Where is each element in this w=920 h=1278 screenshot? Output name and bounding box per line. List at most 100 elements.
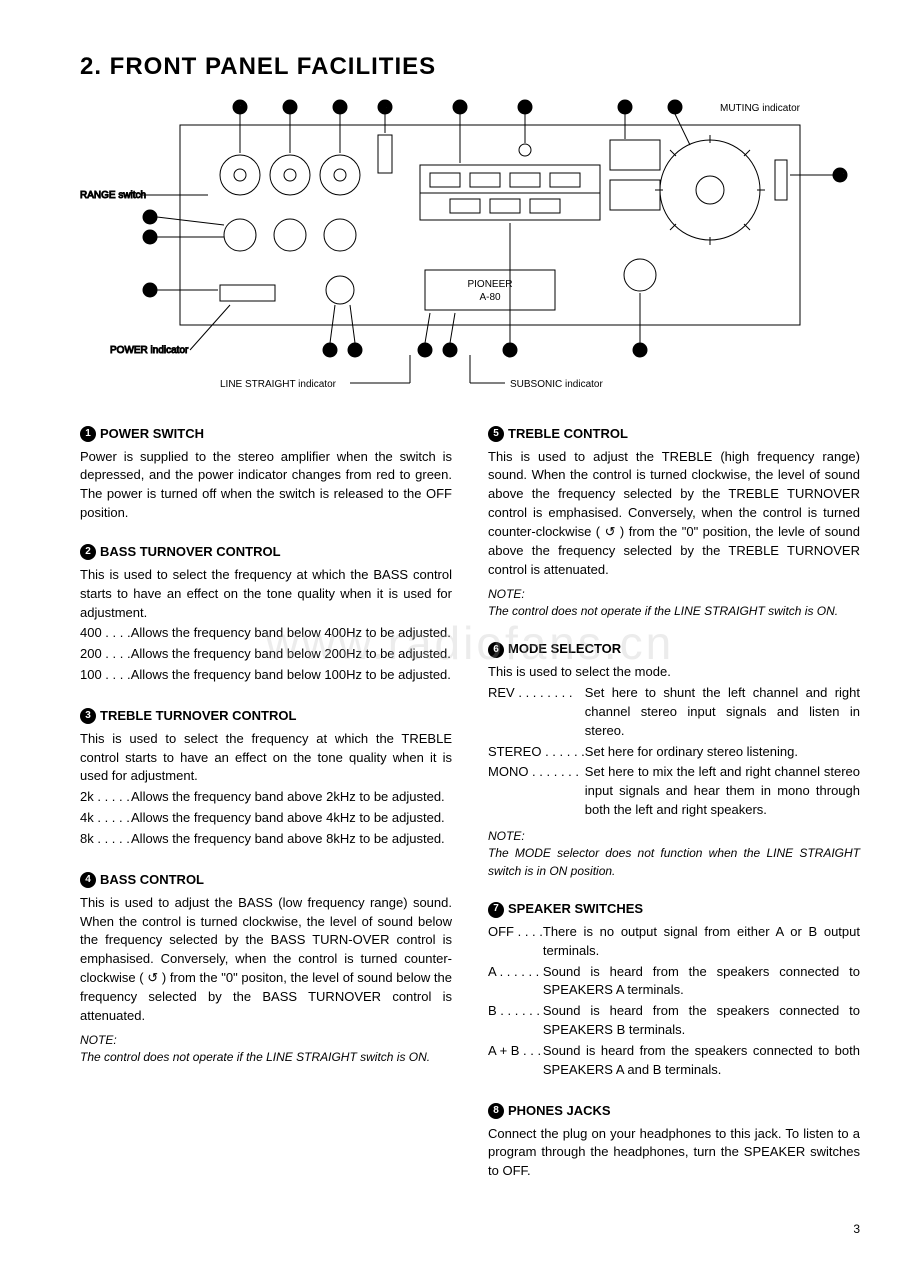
svg-text:10: 10: [455, 103, 465, 113]
section-title: SPEAKER SWITCHES: [508, 900, 643, 919]
label-power-indicator: POWER indicator: [110, 345, 189, 356]
table-row: 100 . . . .Allows the frequency band bel…: [80, 666, 452, 687]
section-heading: 5TREBLE CONTROL: [488, 425, 860, 444]
option-value: Set here for ordinary stereo listening.: [585, 743, 860, 764]
table-row: MONO . . . . . . .Set here to mix the le…: [488, 763, 860, 822]
option-value: Allows the frequency band above 4kHz to …: [131, 809, 452, 830]
section-8: 8PHONES JACKS Connect the plug on your he…: [488, 1102, 860, 1181]
page-number: 3: [80, 1221, 860, 1238]
options-table: REV . . . . . . . .Set here to shunt the…: [488, 684, 860, 822]
left-column: 1POWER SWITCHPower is supplied to the st…: [80, 425, 452, 1201]
section-3: 3TREBLE TURNOVER CONTROLThis is used to …: [80, 707, 452, 851]
svg-text:6: 6: [337, 103, 342, 113]
section-7: 7SPEAKER SWITCHES OFF . . . .There is no …: [488, 900, 860, 1082]
section-heading: 6MODE SELECTOR: [488, 640, 860, 659]
svg-text:17: 17: [505, 346, 515, 356]
table-row: B . . . . . .Sound is heard from the spe…: [488, 1002, 860, 1042]
section-6: 6MODE SELECTOR This is used to select the…: [488, 640, 860, 880]
section-title: PHONES JACKS: [508, 1102, 611, 1121]
section-body: Connect the plug on your headphones to t…: [488, 1125, 860, 1182]
section-heading: 7SPEAKER SWITCHES: [488, 900, 860, 919]
front-panel-diagram: PIONEER A-80 RANGE switch 3 2 1 4 5 6 9 …: [80, 95, 860, 395]
svg-text:1: 1: [147, 286, 152, 296]
option-key: 400 . . . .: [80, 624, 131, 645]
svg-text:8: 8: [352, 346, 357, 356]
note-label: NOTE:: [488, 828, 860, 845]
svg-text:A-80: A-80: [479, 292, 501, 303]
diagram-model-label: PIONEER: [467, 279, 512, 290]
note-text: The MODE selector does not function when…: [488, 845, 860, 880]
section-4: 4BASS CONTROL This is used to adjust the …: [80, 871, 452, 1067]
section-body: This is used to adjust the BASS (low fre…: [80, 894, 452, 1026]
label-range-switch: RANGE switch: [80, 190, 146, 201]
section-body: This is used to select the mode.: [488, 663, 860, 682]
table-row: OFF . . . .There is no output signal fro…: [488, 923, 860, 963]
section-title: BASS TURNOVER CONTROL: [100, 543, 281, 562]
label-muting: MUTING indicator: [720, 103, 801, 114]
note-label: NOTE:: [80, 1032, 452, 1049]
svg-text:7: 7: [327, 346, 332, 356]
section-title: TREBLE TURNOVER CONTROL: [100, 707, 296, 726]
svg-text:18: 18: [635, 346, 645, 356]
table-row: 200 . . . .Allows the frequency band bel…: [80, 645, 452, 666]
section-body: This is used to select the frequency at …: [80, 566, 452, 623]
note-text: The control does not operate if the LINE…: [488, 603, 860, 620]
option-value: Set here to shunt the left channel and r…: [585, 684, 860, 743]
section-1: 1POWER SWITCHPower is supplied to the st…: [80, 425, 452, 523]
svg-text:9: 9: [382, 103, 387, 113]
note-text: The control does not operate if the LINE…: [80, 1049, 452, 1066]
svg-text:5: 5: [287, 103, 292, 113]
svg-text:11: 11: [520, 103, 529, 113]
section-title: BASS CONTROL: [100, 871, 204, 890]
label-subsonic: SUBSONIC indicator: [510, 379, 603, 390]
section-heading: 3TREBLE TURNOVER CONTROL: [80, 707, 452, 726]
section-number-badge: 7: [488, 902, 504, 918]
svg-text:2: 2: [147, 233, 152, 243]
content-columns: 1POWER SWITCHPower is supplied to the st…: [80, 425, 860, 1201]
option-key: MONO . . . . . . .: [488, 763, 585, 822]
option-value: Sound is heard from the speakers connect…: [543, 963, 860, 1003]
section-heading: 2BASS TURNOVER CONTROL: [80, 543, 452, 562]
option-key: OFF . . . .: [488, 923, 543, 963]
svg-text:14: 14: [835, 171, 845, 181]
note-label: NOTE:: [488, 586, 860, 603]
option-key: STEREO . . . . . .: [488, 743, 585, 764]
table-row: 400 . . . .Allows the frequency band bel…: [80, 624, 452, 645]
label-line-straight: LINE STRAIGHT indicator: [220, 379, 337, 390]
svg-text:16: 16: [445, 346, 455, 356]
table-row: STEREO . . . . . .Set here for ordinary …: [488, 743, 860, 764]
section-2: 2BASS TURNOVER CONTROL This is used to se…: [80, 543, 452, 687]
table-row: A . . . . . .Sound is heard from the spe…: [488, 963, 860, 1003]
right-column: 5TREBLE CONTROL This is used to adjust th…: [488, 425, 860, 1201]
svg-text:3: 3: [147, 213, 152, 223]
svg-text:12: 12: [620, 103, 630, 113]
options-table: 2k . . . . .Allows the frequency band ab…: [80, 788, 452, 851]
section-number-badge: 4: [80, 872, 96, 888]
section-title: TREBLE CONTROL: [508, 425, 628, 444]
option-key: A + B . . .: [488, 1042, 543, 1082]
section-body: This is used to adjust the TREBLE (high …: [488, 448, 860, 580]
section-heading: 8PHONES JACKS: [488, 1102, 860, 1121]
section-title: MODE SELECTOR: [508, 640, 621, 659]
section-number-badge: 8: [488, 1103, 504, 1119]
option-value: Allows the frequency band below 400Hz to…: [131, 624, 452, 645]
option-value: Allows the frequency band above 2kHz to …: [131, 788, 452, 809]
options-table: 400 . . . .Allows the frequency band bel…: [80, 624, 452, 687]
option-key: 2k . . . . .: [80, 788, 131, 809]
section-number-badge: 3: [80, 708, 96, 724]
section-number-badge: 1: [80, 426, 96, 442]
section-heading: 4BASS CONTROL: [80, 871, 452, 890]
option-value: Set here to mix the left and right chann…: [585, 763, 860, 822]
svg-text:15: 15: [420, 346, 430, 356]
option-value: Sound is heard from the speakers connect…: [543, 1002, 860, 1042]
option-key: 4k . . . . .: [80, 809, 131, 830]
page-title: 2. FRONT PANEL FACILITIES: [80, 50, 860, 85]
section-number-badge: 6: [488, 642, 504, 658]
option-key: A . . . . . .: [488, 963, 543, 1003]
table-row: 2k . . . . .Allows the frequency band ab…: [80, 788, 452, 809]
table-row: 8k . . . . .Allows the frequency band ab…: [80, 830, 452, 851]
table-row: A + B . . .Sound is heard from the speak…: [488, 1042, 860, 1082]
option-key: 100 . . . .: [80, 666, 131, 687]
option-key: REV . . . . . . . .: [488, 684, 585, 743]
option-value: Allows the frequency band above 8kHz to …: [131, 830, 452, 851]
